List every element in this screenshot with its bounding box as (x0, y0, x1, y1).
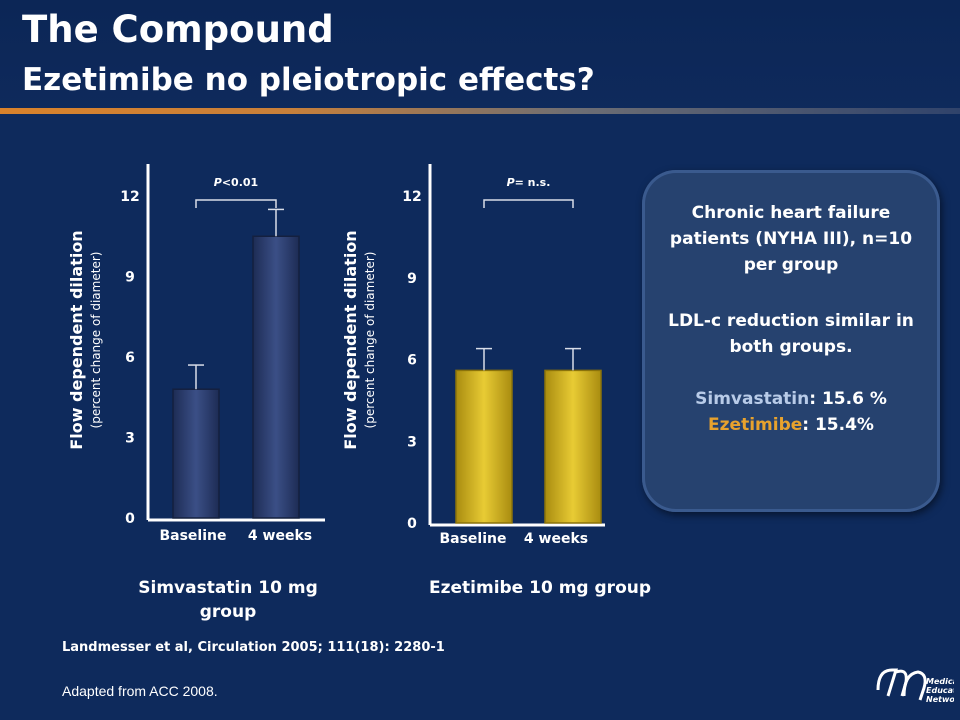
y-axis-sublabel: (percent change of diameter) (363, 252, 377, 429)
y-tick-label: 6 (407, 353, 417, 369)
bar-baseline (455, 369, 513, 524)
logo-text-2: Education (926, 686, 954, 695)
title-divider (0, 108, 960, 114)
adapted-note: Adapted from ACC 2008. (62, 683, 218, 699)
study-info-panel: Chronic heart failure patients (NYHA III… (642, 170, 940, 512)
y-axis-label: Flow dependent dilation (67, 230, 86, 449)
y-axis-label: Flow dependent dilation (341, 230, 360, 449)
x-category-label: Baseline (439, 531, 506, 547)
y-tick-label: 3 (125, 431, 135, 447)
bar-4-weeks (252, 235, 300, 519)
medical-education-network-logo: Medical Education Network (876, 668, 954, 704)
y-tick-label: 0 (407, 516, 417, 532)
simvastatin-chart: 0 3 6 9 12 Flow dependent dilation (percent ch… (67, 164, 325, 544)
slide-header (0, 0, 960, 118)
significance-bracket (195, 199, 277, 208)
slide-subtitle: Ezetimibe no pleiotropic effects? (22, 62, 595, 98)
bar-baseline (172, 388, 220, 519)
ldl-reduction-note: LDL-c reduction similar in both groups. (668, 311, 914, 357)
y-tick-label: 12 (120, 189, 139, 205)
simvastatin-name: Simvastatin (695, 389, 810, 409)
ezetimibe-ldl-value: : 15.4% (802, 415, 874, 435)
logo-text-1: Medical (926, 677, 954, 686)
logo-text-3: Network (926, 695, 954, 704)
x-category-label: Baseline (159, 528, 226, 544)
y-axis-sublabel: (percent change of diameter) (89, 252, 103, 429)
ezetimibe-chart: 0 3 6 9 12 Flow dependent dilation (percent ch… (341, 164, 605, 547)
y-tick-label: 0 (125, 511, 135, 527)
simvastatin-ldl-value: : 15.6 % (809, 389, 887, 409)
y-tick-label: 9 (125, 270, 135, 286)
y-tick-label: 6 (125, 350, 135, 366)
y-tick-label: 9 (407, 271, 417, 287)
citation: Landmesser et al, Circulation 2005; 111(… (62, 640, 445, 655)
significance-label: P<0.01 (214, 176, 258, 189)
y-tick-label: 12 (402, 189, 421, 205)
significance-label: P= n.s. (507, 176, 551, 189)
ezetimibe-ldl-line: Ezetimibe: 15.4% (658, 412, 924, 438)
simvastatin-ldl-line: Simvastatin: 15.6 % (658, 386, 924, 412)
x-category-label: 4 weeks (248, 528, 312, 544)
x-category-label: 4 weeks (524, 531, 588, 547)
study-population: Chronic heart failure patients (NYHA III… (669, 203, 913, 275)
y-tick-label: 3 (407, 434, 417, 450)
ezetimibe-group-label: Ezetimibe 10 mg group (428, 578, 652, 598)
slide-title: The Compound (22, 8, 334, 51)
simvastatin-group-label: Simvastatin 10 mg group (138, 578, 318, 622)
significance-bracket (483, 199, 574, 208)
ezetimibe-name: Ezetimibe (708, 415, 803, 435)
bar-4-weeks (544, 369, 602, 524)
